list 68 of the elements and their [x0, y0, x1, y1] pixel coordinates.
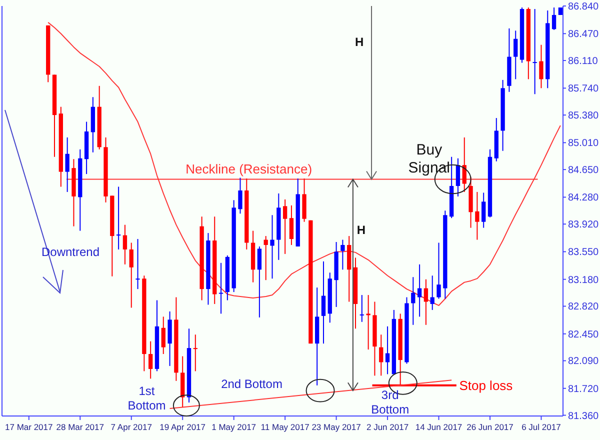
candlestick [385, 326, 390, 375]
x-tick-label: 1 May 2017 [212, 422, 256, 432]
candlestick [532, 8, 537, 95]
x-tick-label: 11 May 2017 [260, 422, 310, 432]
y-tick-label: 86.470 [568, 29, 600, 40]
y-tick-label: 83.920 [568, 220, 600, 231]
y-tick-label: 84.280 [568, 192, 600, 204]
y-tick-label: 82.820 [568, 302, 600, 313]
x-tick-label: 2 Jun 2017 [366, 422, 409, 432]
x-tick-label: 23 May 2017 [312, 422, 362, 432]
candlestick [122, 224, 128, 265]
y-tick-label: 82.450 [568, 329, 600, 340]
candlestick [482, 192, 486, 228]
x-tick-label: 26 Jun 2017 [466, 422, 514, 432]
candlestick [321, 260, 326, 344]
ref-line-label: Neckline (Resistance) [186, 161, 312, 176]
candlestick [436, 242, 441, 300]
y-tick-label: 85.010 [568, 138, 600, 150]
candlestick [411, 276, 416, 326]
y-tick-label: 82.090 [568, 356, 600, 368]
candlestick [257, 246, 262, 318]
candlestick [161, 316, 166, 355]
annotation: 1st Bottom [128, 384, 166, 412]
candlestick [539, 44, 544, 89]
candlestick [238, 177, 242, 214]
y-tick-label: 81.360 [568, 410, 600, 422]
candlestick [270, 214, 274, 280]
annotation: H [356, 223, 366, 238]
candlestick [116, 186, 121, 250]
candlestick [379, 334, 384, 376]
candlestick [417, 264, 422, 318]
y-tick-label: 86.840 [568, 2, 600, 12]
x-tick-label: 6 Jul 2017 [522, 422, 562, 432]
candlestick [65, 136, 70, 192]
annotation: 3rd Bottom [371, 388, 410, 416]
candlestick [168, 310, 172, 366]
x-tick-label: 14 Jun 2017 [415, 422, 462, 432]
candlestick [129, 242, 134, 308]
candlestick [366, 294, 370, 350]
y-tick-label: 81.720 [568, 384, 600, 395]
annotation: H [355, 35, 364, 50]
candlestick [424, 278, 428, 326]
candlestick [148, 340, 153, 380]
y-tick-label: 85.380 [568, 110, 600, 122]
x-tick-label: 17 Mar 2017 [5, 422, 54, 432]
y-tick-label: 83.180 [568, 274, 600, 286]
candlestick [136, 238, 140, 290]
ref-line-label: Stop loss [459, 378, 514, 393]
x-tick-label: 7 Apr 2017 [110, 422, 152, 432]
candlestick [282, 198, 288, 254]
candlestick [289, 204, 294, 246]
annotation: 2nd Bottom [221, 377, 282, 392]
y-tick-label: 84.650 [568, 165, 600, 176]
candlestick [340, 239, 345, 270]
candlestick [475, 191, 480, 240]
y-tick-label: 85.740 [568, 84, 600, 95]
candlestick [552, 6, 556, 30]
candlestick [193, 334, 198, 372]
candlestick [456, 158, 460, 197]
y-tick-label: 83.550 [568, 247, 600, 258]
candlestick [360, 294, 364, 322]
candlestick [430, 275, 434, 310]
y-tick-label: 86.110 [568, 56, 598, 68]
candlestick [264, 236, 268, 281]
x-tick-label: 19 Apr 2017 [160, 422, 206, 432]
candlestick [514, 30, 518, 80]
x-tick-label: 28 Mar 2017 [56, 422, 104, 432]
candlestick [218, 262, 224, 314]
